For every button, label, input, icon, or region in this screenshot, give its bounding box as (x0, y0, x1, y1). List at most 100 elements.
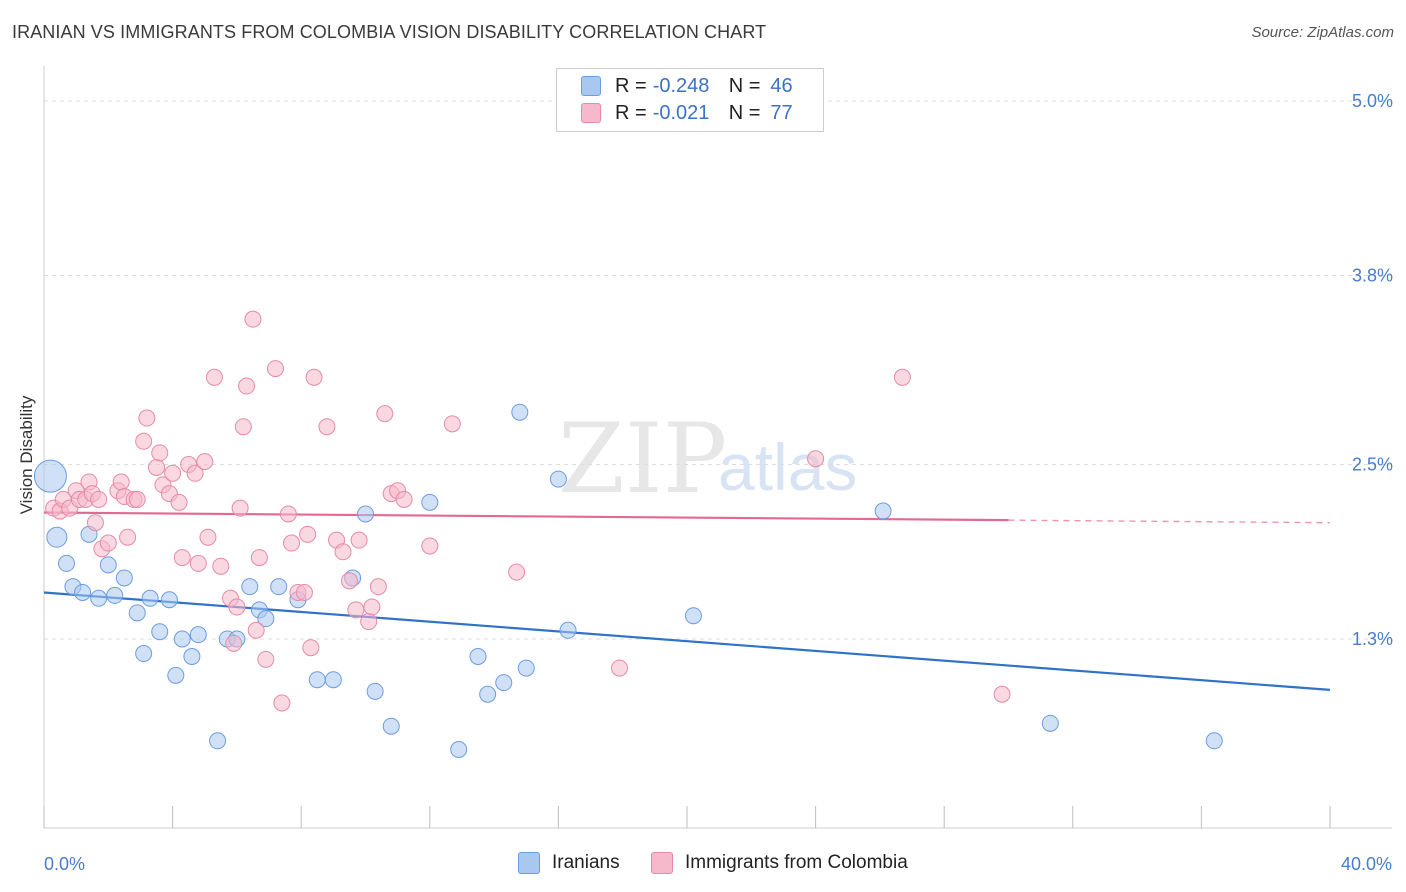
legend-swatch-iranians (581, 76, 601, 96)
y-tick-label: 3.8% (1352, 266, 1393, 286)
colombia-point (228, 598, 246, 616)
series-label-iranians: Iranians (552, 852, 620, 873)
colombia-point (90, 490, 108, 508)
colombia-point (244, 310, 262, 328)
iranians-point (324, 671, 342, 689)
iranians-point (115, 569, 133, 587)
iranians-point (559, 621, 577, 639)
colombia-point (112, 473, 130, 491)
colombia-point (318, 418, 336, 436)
colombia-point (148, 458, 166, 476)
iranians-point (517, 659, 535, 677)
colombia-point (395, 490, 413, 508)
legend-swatch-colombia (581, 103, 601, 123)
iranians-point (173, 630, 191, 648)
colombia-point (334, 543, 352, 561)
colombia-point (266, 360, 284, 378)
iranians-point (421, 493, 439, 511)
iranians-point (257, 610, 275, 628)
iranians-point (270, 578, 288, 596)
colombia-point (302, 639, 320, 657)
legend-r-value: -0.248 (652, 74, 710, 97)
legend-row-colombia: R = -0.021 N = 77 (581, 100, 793, 126)
legend-n-value: 46 (770, 74, 793, 97)
iranians-point (511, 403, 529, 421)
iranians-point (366, 682, 384, 700)
colombia-point (199, 528, 217, 546)
iranians-point (128, 604, 146, 622)
colombia-point (186, 464, 204, 482)
x-tick-label: 0.0% (44, 854, 85, 874)
colombia-point (170, 493, 188, 511)
colombia-point (99, 534, 117, 552)
colombia-point (128, 490, 146, 508)
iranians-point (151, 623, 169, 641)
legend-n-label: N = (728, 74, 761, 97)
colombia-point (421, 537, 439, 555)
iranians-point (308, 671, 326, 689)
iranians-point (46, 526, 68, 548)
iranians-point (141, 589, 159, 607)
iranians-point (167, 666, 185, 684)
colombia-point (164, 464, 182, 482)
iranians-point (549, 470, 567, 488)
legend-n-value: 77 (770, 101, 793, 124)
colombia-point (340, 572, 358, 590)
iranians-point (189, 626, 207, 644)
colombia-point (196, 453, 214, 471)
colombia-point (238, 377, 256, 395)
iranians-point (241, 578, 259, 596)
colombia-point (299, 525, 317, 543)
iranians-point (99, 556, 117, 574)
iranians-point (183, 647, 201, 665)
colombia-point (893, 368, 911, 386)
iranians-point (495, 674, 513, 692)
chart-source: Source: ZipAtlas.com (1251, 24, 1394, 41)
colombia-point (250, 549, 268, 567)
colombia-point (993, 685, 1011, 703)
colombia-point (151, 444, 169, 462)
colombia-point (135, 432, 153, 450)
legend-r-label: R = (615, 74, 647, 97)
colombia-point (360, 613, 378, 631)
colombia-point (225, 634, 243, 652)
colombia-point (273, 694, 291, 712)
colombia-point (283, 534, 301, 552)
series-label-colombia: Immigrants from Colombia (685, 852, 908, 873)
colombia-point (231, 499, 249, 517)
iranians-point (160, 591, 178, 609)
iranians-point (33, 459, 67, 493)
correlation-legend: R = -0.248 N = 46 R = -0.021 N = 77 (556, 68, 824, 132)
colombia-point (376, 405, 394, 423)
iranians-point (58, 554, 76, 572)
iranians-point (479, 685, 497, 703)
watermark-atlas: atlas (718, 430, 857, 504)
series-legend-iranians[interactable]: Iranians (518, 852, 620, 874)
legend-n-label: N = (728, 101, 761, 124)
x-tick-label: 40.0% (1341, 854, 1392, 874)
iranians-point (450, 740, 468, 758)
iranians-point (135, 645, 153, 663)
chart-title: IRANIAN VS IMMIGRANTS FROM COLOMBIA VISI… (12, 22, 767, 42)
iranians-point (1205, 732, 1223, 750)
colombia-point (443, 415, 461, 433)
legend-r-value: -0.021 (652, 101, 710, 124)
series-legend-colombia[interactable]: Immigrants from Colombia (651, 852, 908, 874)
colombia-point (610, 659, 628, 677)
colombia-trend-line (43, 511, 1009, 522)
colombia-point (138, 409, 156, 427)
colombia-point (212, 557, 230, 575)
iranians-point (382, 717, 400, 735)
iranians-point (209, 732, 227, 750)
colombia-point (119, 528, 137, 546)
colombia-point (173, 549, 191, 567)
colombia-point (295, 583, 313, 601)
y-tick-label: 5.0% (1352, 91, 1393, 111)
colombia-point (279, 505, 297, 523)
colombia-point (205, 368, 223, 386)
iranians-point (684, 607, 702, 625)
iranians-point (90, 589, 108, 607)
colombia-point (369, 578, 387, 596)
colombia-point (305, 368, 323, 386)
